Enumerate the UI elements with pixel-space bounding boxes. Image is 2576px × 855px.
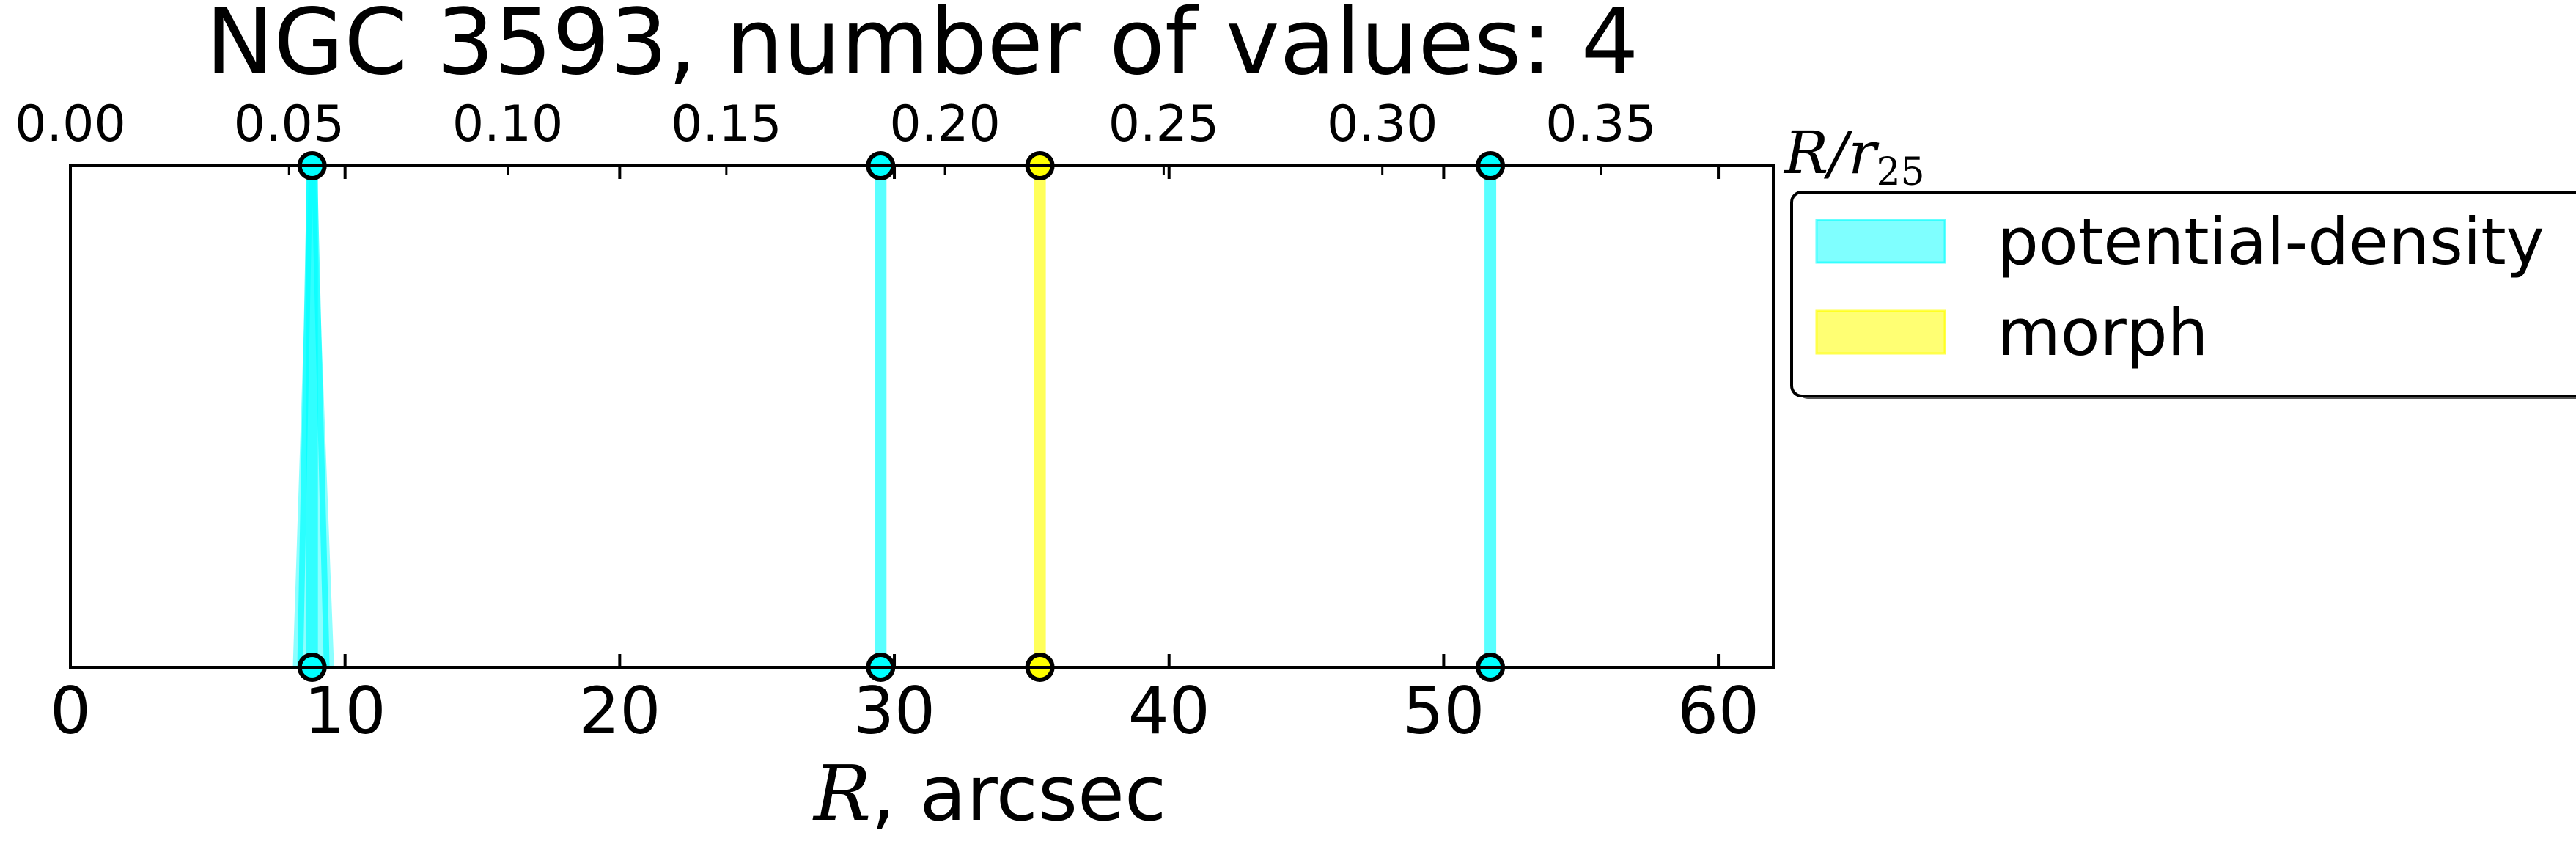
top-x-tick-label-0.30: 0.30 (1327, 95, 1438, 153)
x-tick-label-60: 60 (1677, 673, 1759, 749)
legend-swatch-morph (1815, 309, 1946, 355)
x-tick-label-30: 30 (853, 673, 935, 749)
x-tick-label-0: 0 (50, 673, 91, 749)
legend-swatch-potential-density (1815, 219, 1946, 264)
ticks-layer: 0 10 20 30 40 50 60 0.00 0.05 0.10 0.15 0.20 0.25 0.3… (15, 95, 1759, 749)
top-x-axis-label-sub: 25 (1876, 150, 1924, 194)
plot-frame (69, 164, 1775, 669)
legend: potential-density morph (1790, 191, 2576, 399)
x-tick-label-20: 20 (578, 673, 660, 749)
x-tick-label-50: 50 (1402, 673, 1484, 749)
x-tick-label-10: 10 (304, 673, 386, 749)
top-x-axis-label: R/r25 (1783, 119, 1925, 194)
x-axis-label-math: R (812, 749, 871, 838)
top-x-axis-label-main: R/r (1783, 119, 1880, 187)
x-axis-label-text: , arcsec (871, 749, 1166, 838)
legend-box (1790, 191, 2576, 397)
top-x-tick-label-0.20: 0.20 (889, 95, 1000, 153)
top-x-tick-label-0.15: 0.15 (671, 95, 781, 153)
x-tick-label-40: 40 (1128, 673, 1210, 749)
legend-label-morph: morph (1998, 295, 2208, 370)
top-x-tick-label-0.25: 0.25 (1108, 95, 1219, 153)
x-axis-label: R, arcsec (812, 749, 1166, 838)
legend-label-potential-density: potential-density (1998, 204, 2544, 279)
top-x-tick-label-0.10: 0.10 (452, 95, 563, 153)
chart-title: NGC 3593, number of values: 4 (206, 0, 1639, 95)
top-x-tick-label-0.00: 0.00 (15, 95, 125, 153)
top-x-tick-label-0.05: 0.05 (234, 95, 345, 153)
top-x-tick-label-0.35: 0.35 (1545, 95, 1656, 153)
